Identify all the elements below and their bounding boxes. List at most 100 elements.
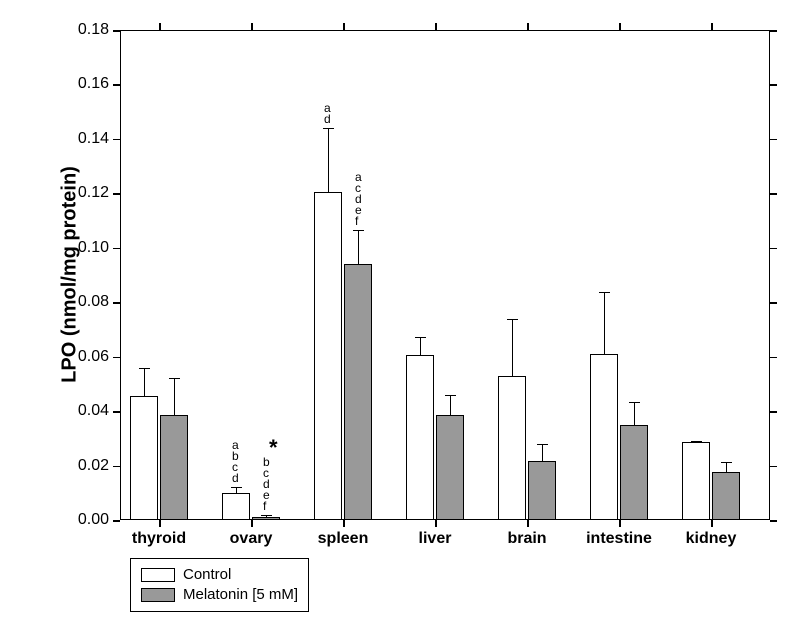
x-tick (435, 520, 437, 527)
y-tick-label: 0.18 (65, 21, 109, 39)
x-tick (435, 23, 437, 30)
x-tick (343, 520, 345, 527)
bar-treatment (436, 415, 464, 520)
bar-control (590, 354, 618, 520)
x-tick-label: spleen (298, 530, 388, 548)
bar-control (222, 493, 250, 520)
y-tick (770, 139, 777, 141)
bar-control (406, 355, 434, 520)
y-tick (770, 193, 777, 195)
bar-treatment (344, 264, 372, 520)
y-tick (113, 302, 120, 304)
y-tick-label: 0.12 (65, 184, 109, 202)
error-cap (415, 337, 426, 338)
error-bar (542, 444, 543, 461)
sig-letters: b c d e f (263, 457, 270, 512)
x-tick (711, 23, 713, 30)
error-bar (512, 319, 513, 375)
legend-swatch-treatment (141, 588, 175, 602)
bar-treatment (620, 425, 648, 520)
error-bar (604, 292, 605, 354)
error-bar (420, 337, 421, 355)
x-tick (159, 23, 161, 30)
x-tick-label: liver (390, 530, 480, 548)
y-tick (113, 357, 120, 359)
x-tick (251, 520, 253, 527)
y-tick-label: 0.08 (65, 293, 109, 311)
error-cap (323, 128, 334, 129)
sig-letters: a d (324, 103, 331, 125)
x-tick-label: kidney (666, 530, 756, 548)
error-cap (599, 292, 610, 293)
x-tick (711, 520, 713, 527)
error-cap (537, 444, 548, 445)
y-tick-label: 0.00 (65, 511, 109, 529)
error-cap (261, 515, 272, 516)
error-bar (450, 395, 451, 415)
bar-control (314, 192, 342, 520)
y-tick-label: 0.14 (65, 130, 109, 148)
y-tick (113, 84, 120, 86)
y-tick (770, 466, 777, 468)
legend-item-treatment: Melatonin [5 mM] (141, 585, 298, 605)
y-tick (113, 30, 120, 32)
y-tick (770, 84, 777, 86)
y-tick-label: 0.06 (65, 348, 109, 366)
y-tick-label: 0.16 (65, 75, 109, 93)
sig-letters: a c d e f (355, 172, 362, 227)
x-tick (527, 23, 529, 30)
y-tick (113, 411, 120, 413)
error-cap (445, 395, 456, 396)
error-bar (144, 368, 145, 397)
y-tick (113, 193, 120, 195)
y-tick (770, 302, 777, 304)
legend-item-control: Control (141, 565, 298, 585)
y-tick (113, 248, 120, 250)
y-tick (770, 411, 777, 413)
error-cap (169, 378, 180, 379)
y-tick (770, 357, 777, 359)
error-bar (726, 462, 727, 472)
x-tick-label: thyroid (114, 530, 204, 548)
bar-control (682, 442, 710, 520)
x-tick (527, 520, 529, 527)
y-tick (770, 248, 777, 250)
bar-treatment (252, 517, 280, 520)
y-tick (113, 139, 120, 141)
y-tick (113, 520, 120, 522)
error-bar (634, 402, 635, 425)
error-cap (139, 368, 150, 369)
lpo-chart-figure: LPO (nmol/mg protein) Control Melatonin … (0, 0, 798, 638)
y-tick-label: 0.10 (65, 239, 109, 257)
x-tick-label: intestine (574, 530, 664, 548)
error-bar (358, 230, 359, 264)
y-tick-label: 0.04 (65, 402, 109, 420)
x-tick (619, 23, 621, 30)
bar-control (498, 376, 526, 520)
legend-label-control: Control (183, 565, 231, 585)
x-tick-label: ovary (206, 530, 296, 548)
bar-control (130, 396, 158, 520)
bar-treatment (712, 472, 740, 520)
y-tick (113, 466, 120, 468)
y-tick (770, 30, 777, 32)
error-bar (174, 378, 175, 415)
legend-label-treatment: Melatonin [5 mM] (183, 585, 298, 605)
y-tick (770, 520, 777, 522)
error-cap (353, 230, 364, 231)
error-cap (231, 487, 242, 488)
bar-treatment (160, 415, 188, 520)
error-bar (328, 128, 329, 192)
sig-letters: a b c d (232, 440, 239, 484)
error-cap (691, 441, 702, 442)
error-cap (721, 462, 732, 463)
legend-swatch-control (141, 568, 175, 582)
x-tick (159, 520, 161, 527)
x-tick (251, 23, 253, 30)
x-tick (343, 23, 345, 30)
asterisk-icon: * (269, 435, 278, 461)
y-tick-label: 0.02 (65, 457, 109, 475)
error-cap (629, 402, 640, 403)
x-tick (619, 520, 621, 527)
bar-treatment (528, 461, 556, 520)
